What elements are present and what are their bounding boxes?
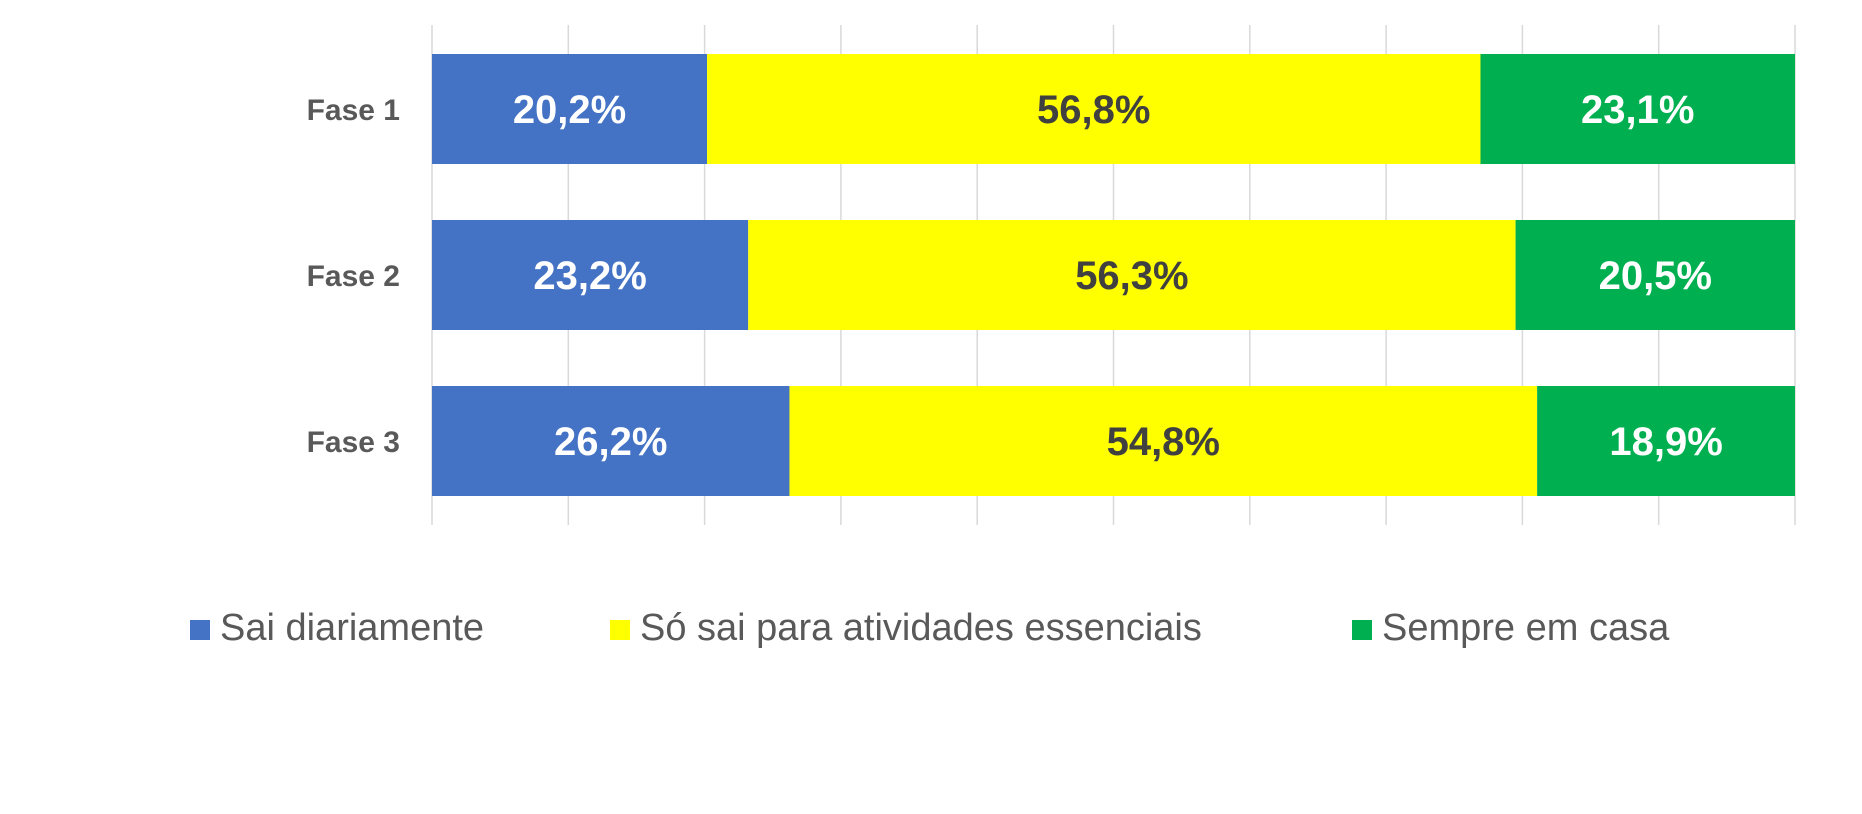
data-label: 20,2% — [513, 88, 626, 132]
bar-segment — [432, 54, 708, 164]
data-label: 23,1% — [1581, 88, 1694, 132]
bar-segment — [1537, 386, 1795, 496]
bar-segment — [789, 386, 1538, 496]
legend-label: Sai diariamente — [220, 607, 484, 649]
data-label: 20,5% — [1599, 254, 1712, 298]
bar-segment — [432, 386, 790, 496]
bar-segment — [707, 54, 1481, 164]
data-label: 56,8% — [1037, 88, 1150, 132]
bar-segment — [432, 220, 749, 330]
data-labels: 20,2% 56,8% 23,1% 23,2% 56,3% 20,5% 26,2% 54,8%… — [513, 88, 1723, 464]
category-label: Fase 3 — [307, 426, 400, 459]
legend-swatch — [610, 620, 630, 640]
data-label: 18,9% — [1609, 420, 1722, 464]
category-label: Fase 1 — [307, 94, 400, 127]
legend: Sai diariamente Só sai para atividades es… — [190, 607, 1670, 649]
bars-group — [432, 54, 1795, 496]
bar-segment — [748, 220, 1516, 330]
legend-swatch — [190, 620, 210, 640]
data-label: 26,2% — [554, 420, 667, 464]
category-labels: Fase 1 Fase 2 Fase 3 — [307, 94, 400, 459]
category-label: Fase 2 — [307, 260, 400, 293]
bar-segment — [1480, 54, 1795, 164]
data-label: 56,3% — [1075, 254, 1188, 298]
data-label: 54,8% — [1107, 420, 1220, 464]
legend-label: Só sai para atividades essenciais — [640, 607, 1202, 649]
data-label: 23,2% — [533, 254, 646, 298]
bar-segment — [1515, 220, 1795, 330]
legend-label: Sempre em casa — [1382, 607, 1670, 649]
legend-swatch — [1352, 620, 1372, 640]
